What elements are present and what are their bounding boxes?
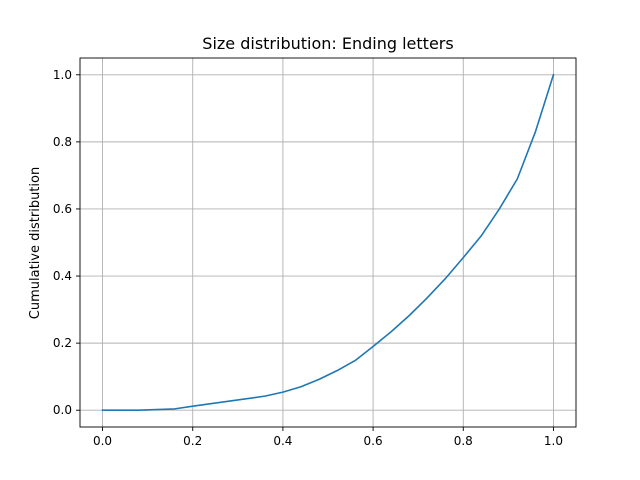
x-tick-label: 0.8 bbox=[454, 434, 473, 448]
x-tick-label: 0.4 bbox=[273, 434, 292, 448]
x-tick-label: 0.6 bbox=[364, 434, 383, 448]
ticks: 0.0 0.2 0.4 0.6 0.8 1.0 0.0 0.2 0.4 0.6 0.8 1.0 bbox=[53, 68, 563, 448]
y-tick-label: 0.4 bbox=[53, 269, 72, 283]
x-tick-label: 1.0 bbox=[544, 434, 563, 448]
y-tick-label: 1.0 bbox=[53, 68, 72, 82]
y-tick-label: 0.2 bbox=[53, 336, 72, 350]
y-tick-label: 0.8 bbox=[53, 135, 72, 149]
series-line bbox=[101, 73, 555, 412]
y-axis-label: Cumulative distribution bbox=[28, 167, 43, 319]
chart-title: Size distribution: Ending letters bbox=[202, 34, 453, 53]
x-tick-label: 0.2 bbox=[183, 434, 202, 448]
grid bbox=[80, 58, 576, 427]
y-tick-label: 0.6 bbox=[53, 202, 72, 216]
x-tick-label: 0.0 bbox=[93, 434, 112, 448]
series-layer bbox=[101, 73, 555, 412]
plot-frame bbox=[79, 57, 577, 428]
y-tick-label: 0.0 bbox=[53, 403, 72, 417]
